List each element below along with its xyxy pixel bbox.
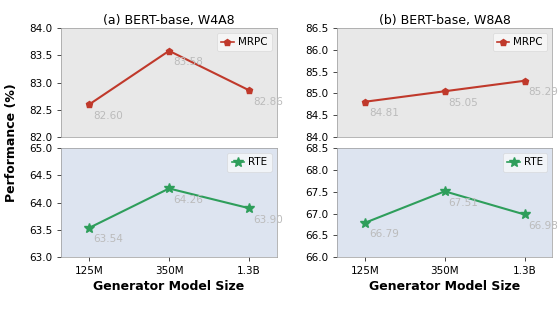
Title: (a) BERT-base, W4A8: (a) BERT-base, W4A8 [103,14,235,27]
Text: 85.05: 85.05 [449,98,478,108]
Text: 82.60: 82.60 [93,111,123,121]
Text: 67.51: 67.51 [449,198,479,208]
Legend: RTE: RTE [228,153,272,172]
Legend: MRPC: MRPC [493,33,547,51]
Text: 66.98: 66.98 [528,221,558,231]
X-axis label: Generator Model Size: Generator Model Size [369,281,521,294]
Text: 63.54: 63.54 [93,234,123,244]
Legend: MRPC: MRPC [217,33,272,51]
Text: 83.58: 83.58 [173,57,203,67]
Text: Performance (%): Performance (%) [4,83,18,202]
Legend: RTE: RTE [503,153,547,172]
Text: 84.81: 84.81 [369,108,399,118]
Text: 63.90: 63.90 [253,215,282,225]
Title: (b) BERT-base, W8A8: (b) BERT-base, W8A8 [379,14,511,27]
Text: 85.29: 85.29 [528,87,558,97]
Text: 82.86: 82.86 [253,97,283,107]
Text: 66.79: 66.79 [369,229,399,239]
Text: 64.26: 64.26 [173,195,203,205]
X-axis label: Generator Model Size: Generator Model Size [93,281,245,294]
